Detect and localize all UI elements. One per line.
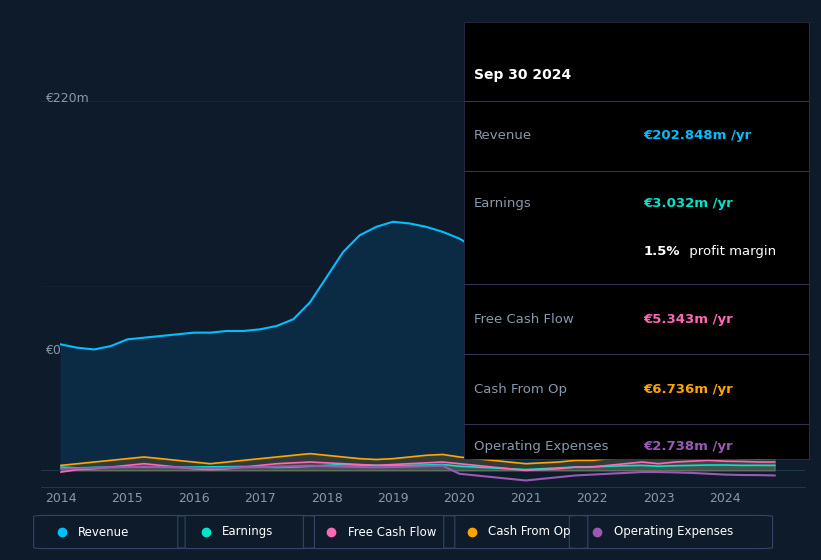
- Text: Earnings: Earnings: [475, 197, 532, 210]
- Text: Cash From Op: Cash From Op: [475, 383, 567, 396]
- Text: €202.848m /yr: €202.848m /yr: [643, 129, 751, 142]
- Text: €0: €0: [45, 344, 61, 357]
- Text: 1.5%: 1.5%: [643, 245, 680, 258]
- Text: Cash From Op: Cash From Op: [488, 525, 571, 539]
- Text: Free Cash Flow: Free Cash Flow: [348, 525, 436, 539]
- Text: €3.032m /yr: €3.032m /yr: [643, 197, 733, 210]
- Text: profit margin: profit margin: [685, 245, 776, 258]
- Text: Operating Expenses: Operating Expenses: [475, 440, 608, 452]
- Text: Revenue: Revenue: [78, 525, 130, 539]
- Text: €2.738m /yr: €2.738m /yr: [643, 440, 733, 452]
- Text: €5.343m /yr: €5.343m /yr: [643, 313, 733, 326]
- Text: Earnings: Earnings: [222, 525, 273, 539]
- Text: €6.736m /yr: €6.736m /yr: [643, 383, 733, 396]
- Text: Free Cash Flow: Free Cash Flow: [475, 313, 574, 326]
- Text: Revenue: Revenue: [475, 129, 532, 142]
- Text: €220m: €220m: [45, 92, 89, 105]
- Text: Operating Expenses: Operating Expenses: [613, 525, 733, 539]
- Text: Sep 30 2024: Sep 30 2024: [475, 68, 571, 82]
